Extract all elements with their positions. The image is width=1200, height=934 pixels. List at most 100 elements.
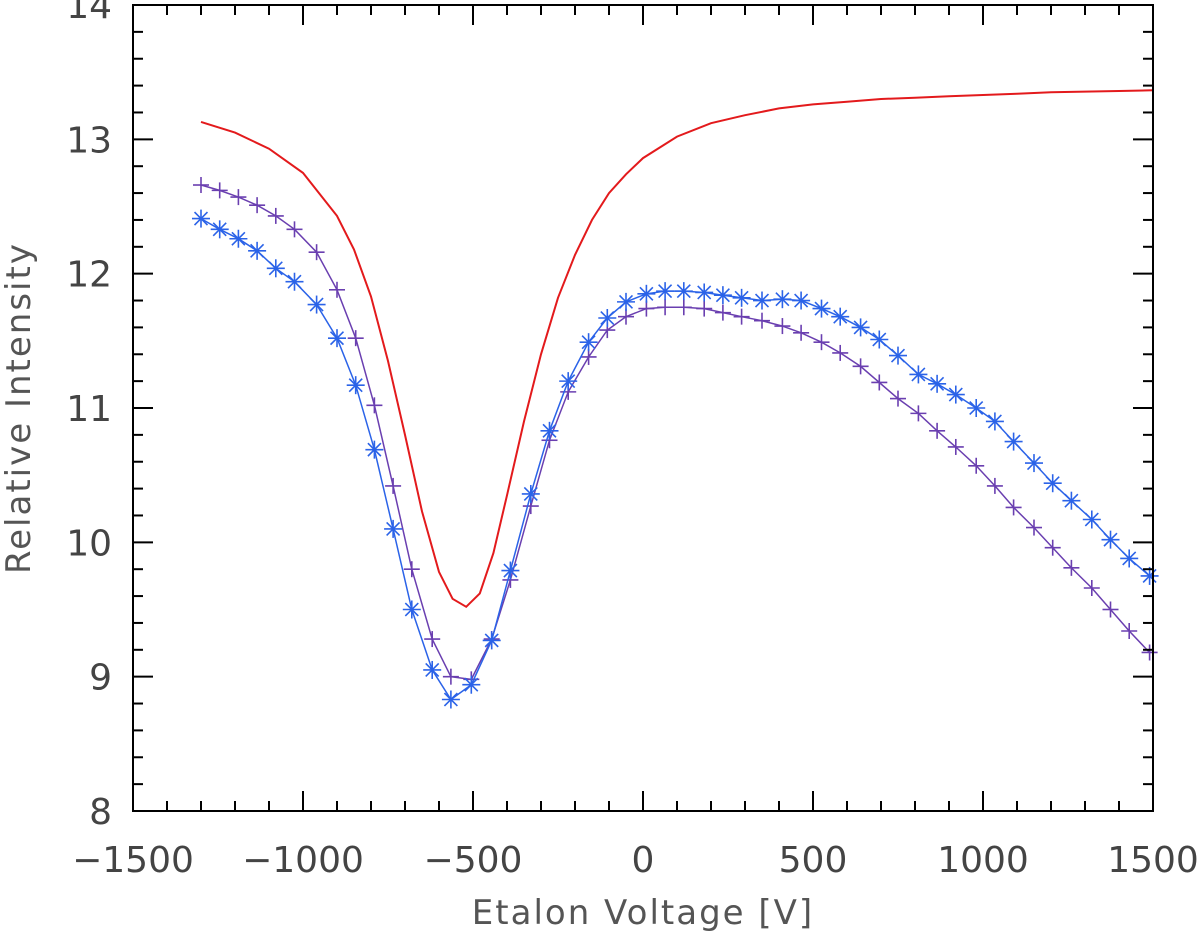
plus-marker [793,324,810,341]
asterisk-marker [889,346,907,365]
y-tick-label: 10 [66,523,112,564]
asterisk-marker [637,284,656,303]
plus-marker [308,244,325,261]
asterisk-marker [423,660,442,679]
plus-marker [813,334,830,351]
plus-marker [385,477,402,494]
plus-marker [890,390,906,407]
asterisk-marker [928,374,947,393]
x-tick-label: −500 [424,840,523,881]
plus-marker [329,281,345,298]
plus-marker [910,405,927,422]
plus-marker [754,312,770,329]
asterisk-marker [967,399,986,417]
asterisk-marker [753,291,771,310]
plus-marker [580,348,597,365]
asterisk-marker [402,600,421,619]
asterisk-marker [617,292,635,311]
asterisk-marker [1101,530,1120,549]
asterisk-marker [812,299,831,318]
asterisk-marker [579,333,598,352]
plus-marker [230,189,247,206]
asterisk-marker [985,412,1004,431]
y-tick-label: 14 [66,0,112,27]
plus-marker [1102,601,1119,618]
y-tick-label: 8 [89,792,112,833]
asterisk-marker [1120,549,1139,568]
plus-marker [193,177,209,194]
asterisk-marker [328,329,346,348]
asterisk-marker [792,291,811,310]
asterisk-marker [192,209,210,228]
plus-marker [211,182,228,199]
plus-marker [714,304,731,321]
asterisk-marker [346,376,365,395]
plus-marker [267,207,284,224]
plus-marker [657,299,674,316]
plus-marker [852,358,869,375]
plus-marker [442,668,459,685]
plus-marker [1141,644,1158,661]
x-tick-label: 0 [632,840,655,881]
asterisk-marker [482,631,501,650]
series-line-red-model [200,89,1154,609]
asterisk-marker [285,272,304,291]
asterisk-marker [870,330,889,349]
asterisk-marker [540,421,559,440]
plus-marker [424,631,441,648]
y-tick-label: 12 [66,255,112,296]
plus-marker [929,422,946,439]
asterisk-marker [229,229,248,248]
plus-marker [366,397,383,414]
asterisk-marker [909,365,928,384]
asterisk-marker [946,385,965,404]
x-tick-label: −1500 [72,840,194,881]
axis-ticks [132,4,1154,812]
plus-marker [286,221,303,238]
plus-marker [733,308,750,325]
asterisk-marker [384,519,403,538]
asterisk-marker [521,484,540,503]
plus-marker [832,344,849,361]
asterisk-marker [831,307,850,326]
series-line-purple-plus [200,184,1151,681]
y-tick-label: 11 [66,389,112,430]
asterisk-marker [598,308,617,327]
plot-frame [132,4,1154,812]
asterisk-marker [773,290,792,309]
asterisk-marker [365,440,384,459]
x-tick-label: −1000 [242,840,364,881]
y-axis-title: Relative Intensity [0,242,39,574]
plus-marker [249,197,266,214]
asterisk-marker [732,288,751,307]
plus-marker [638,300,655,317]
plus-marker [1044,539,1061,556]
asterisk-marker [1004,432,1023,451]
asterisk-marker [695,283,714,302]
asterisk-marker [248,241,267,260]
plot-marks [192,89,1159,709]
plus-marker [871,374,888,391]
asterisk-marker [1062,491,1081,510]
y-tick-label: 13 [66,120,112,161]
plus-marker [1005,499,1022,516]
asterisk-marker [501,561,520,580]
tick-labels: −1500 −1000 −500 0 500 1000 1500 8 9 10 11 12 13 14 [66,0,1199,881]
plus-marker [774,318,791,335]
x-tick-label: 500 [779,840,848,881]
asterisk-marker [559,372,578,391]
x-tick-label: 1000 [937,840,1029,881]
plus-marker [347,330,364,347]
asterisk-marker [266,259,285,278]
plus-marker [1083,580,1100,597]
asterisk-marker [462,675,481,694]
plus-marker [1063,559,1080,576]
plus-marker [986,477,1003,494]
plus-marker [618,308,634,325]
plus-marker [968,457,985,474]
asterisk-marker [210,220,229,239]
plus-marker [947,438,964,455]
x-tick-label: 1500 [1107,840,1199,881]
asterisk-marker [1043,474,1062,493]
